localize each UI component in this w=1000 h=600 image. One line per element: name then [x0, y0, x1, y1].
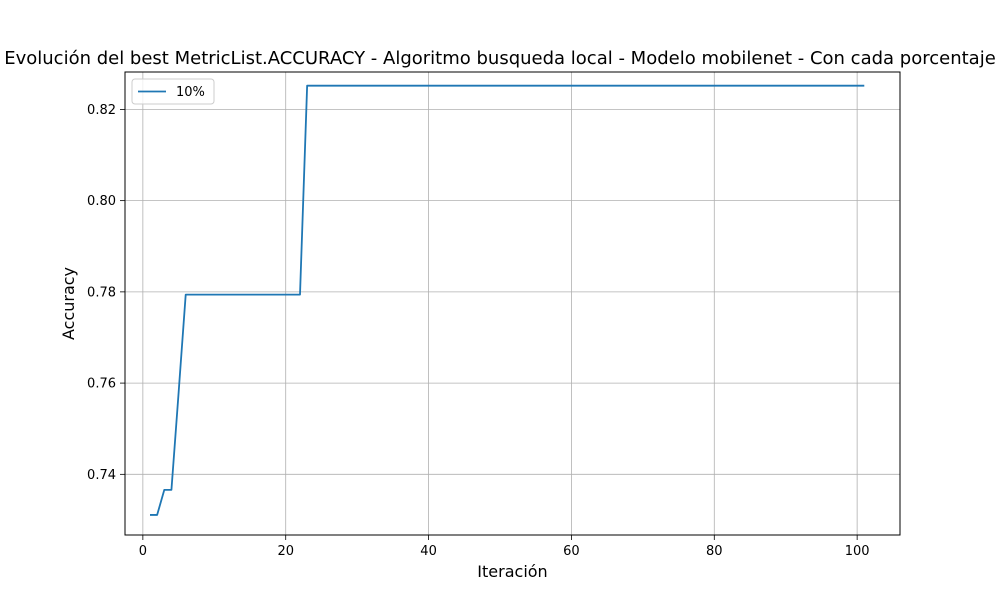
y-tick-label: 0.80 [87, 194, 116, 209]
legend-box [131, 78, 215, 105]
legend-label-10pct: 10% [176, 85, 205, 100]
x-tick-label: 40 [420, 544, 437, 559]
y-axis-label: Accuracy [59, 267, 78, 340]
x-tick-label: 60 [563, 544, 580, 559]
plot-frame [124, 71, 901, 536]
x-tick-label: 80 [706, 544, 723, 559]
x-tick-label: 100 [845, 544, 870, 559]
series-line-10pct [150, 84, 865, 516]
legend: 10% [131, 78, 215, 105]
y-tick-label: 0.82 [87, 103, 116, 118]
chart-title: Evolución del best MetricList.ACCURACY -… [4, 48, 996, 69]
x-tick-label: 20 [277, 544, 294, 559]
grid-lines [125, 72, 900, 535]
axis-ticks: 0 20 40 60 80 100 0.74 0.76 0.78 0.80 0.82 [87, 103, 870, 559]
y-tick-label: 0.74 [87, 468, 116, 483]
y-tick-label: 0.78 [87, 285, 116, 300]
x-tick-label: 0 [139, 544, 147, 559]
y-tick-label: 0.76 [87, 377, 116, 392]
series-layer [150, 84, 865, 516]
x-axis-label: Iteración [477, 562, 547, 581]
